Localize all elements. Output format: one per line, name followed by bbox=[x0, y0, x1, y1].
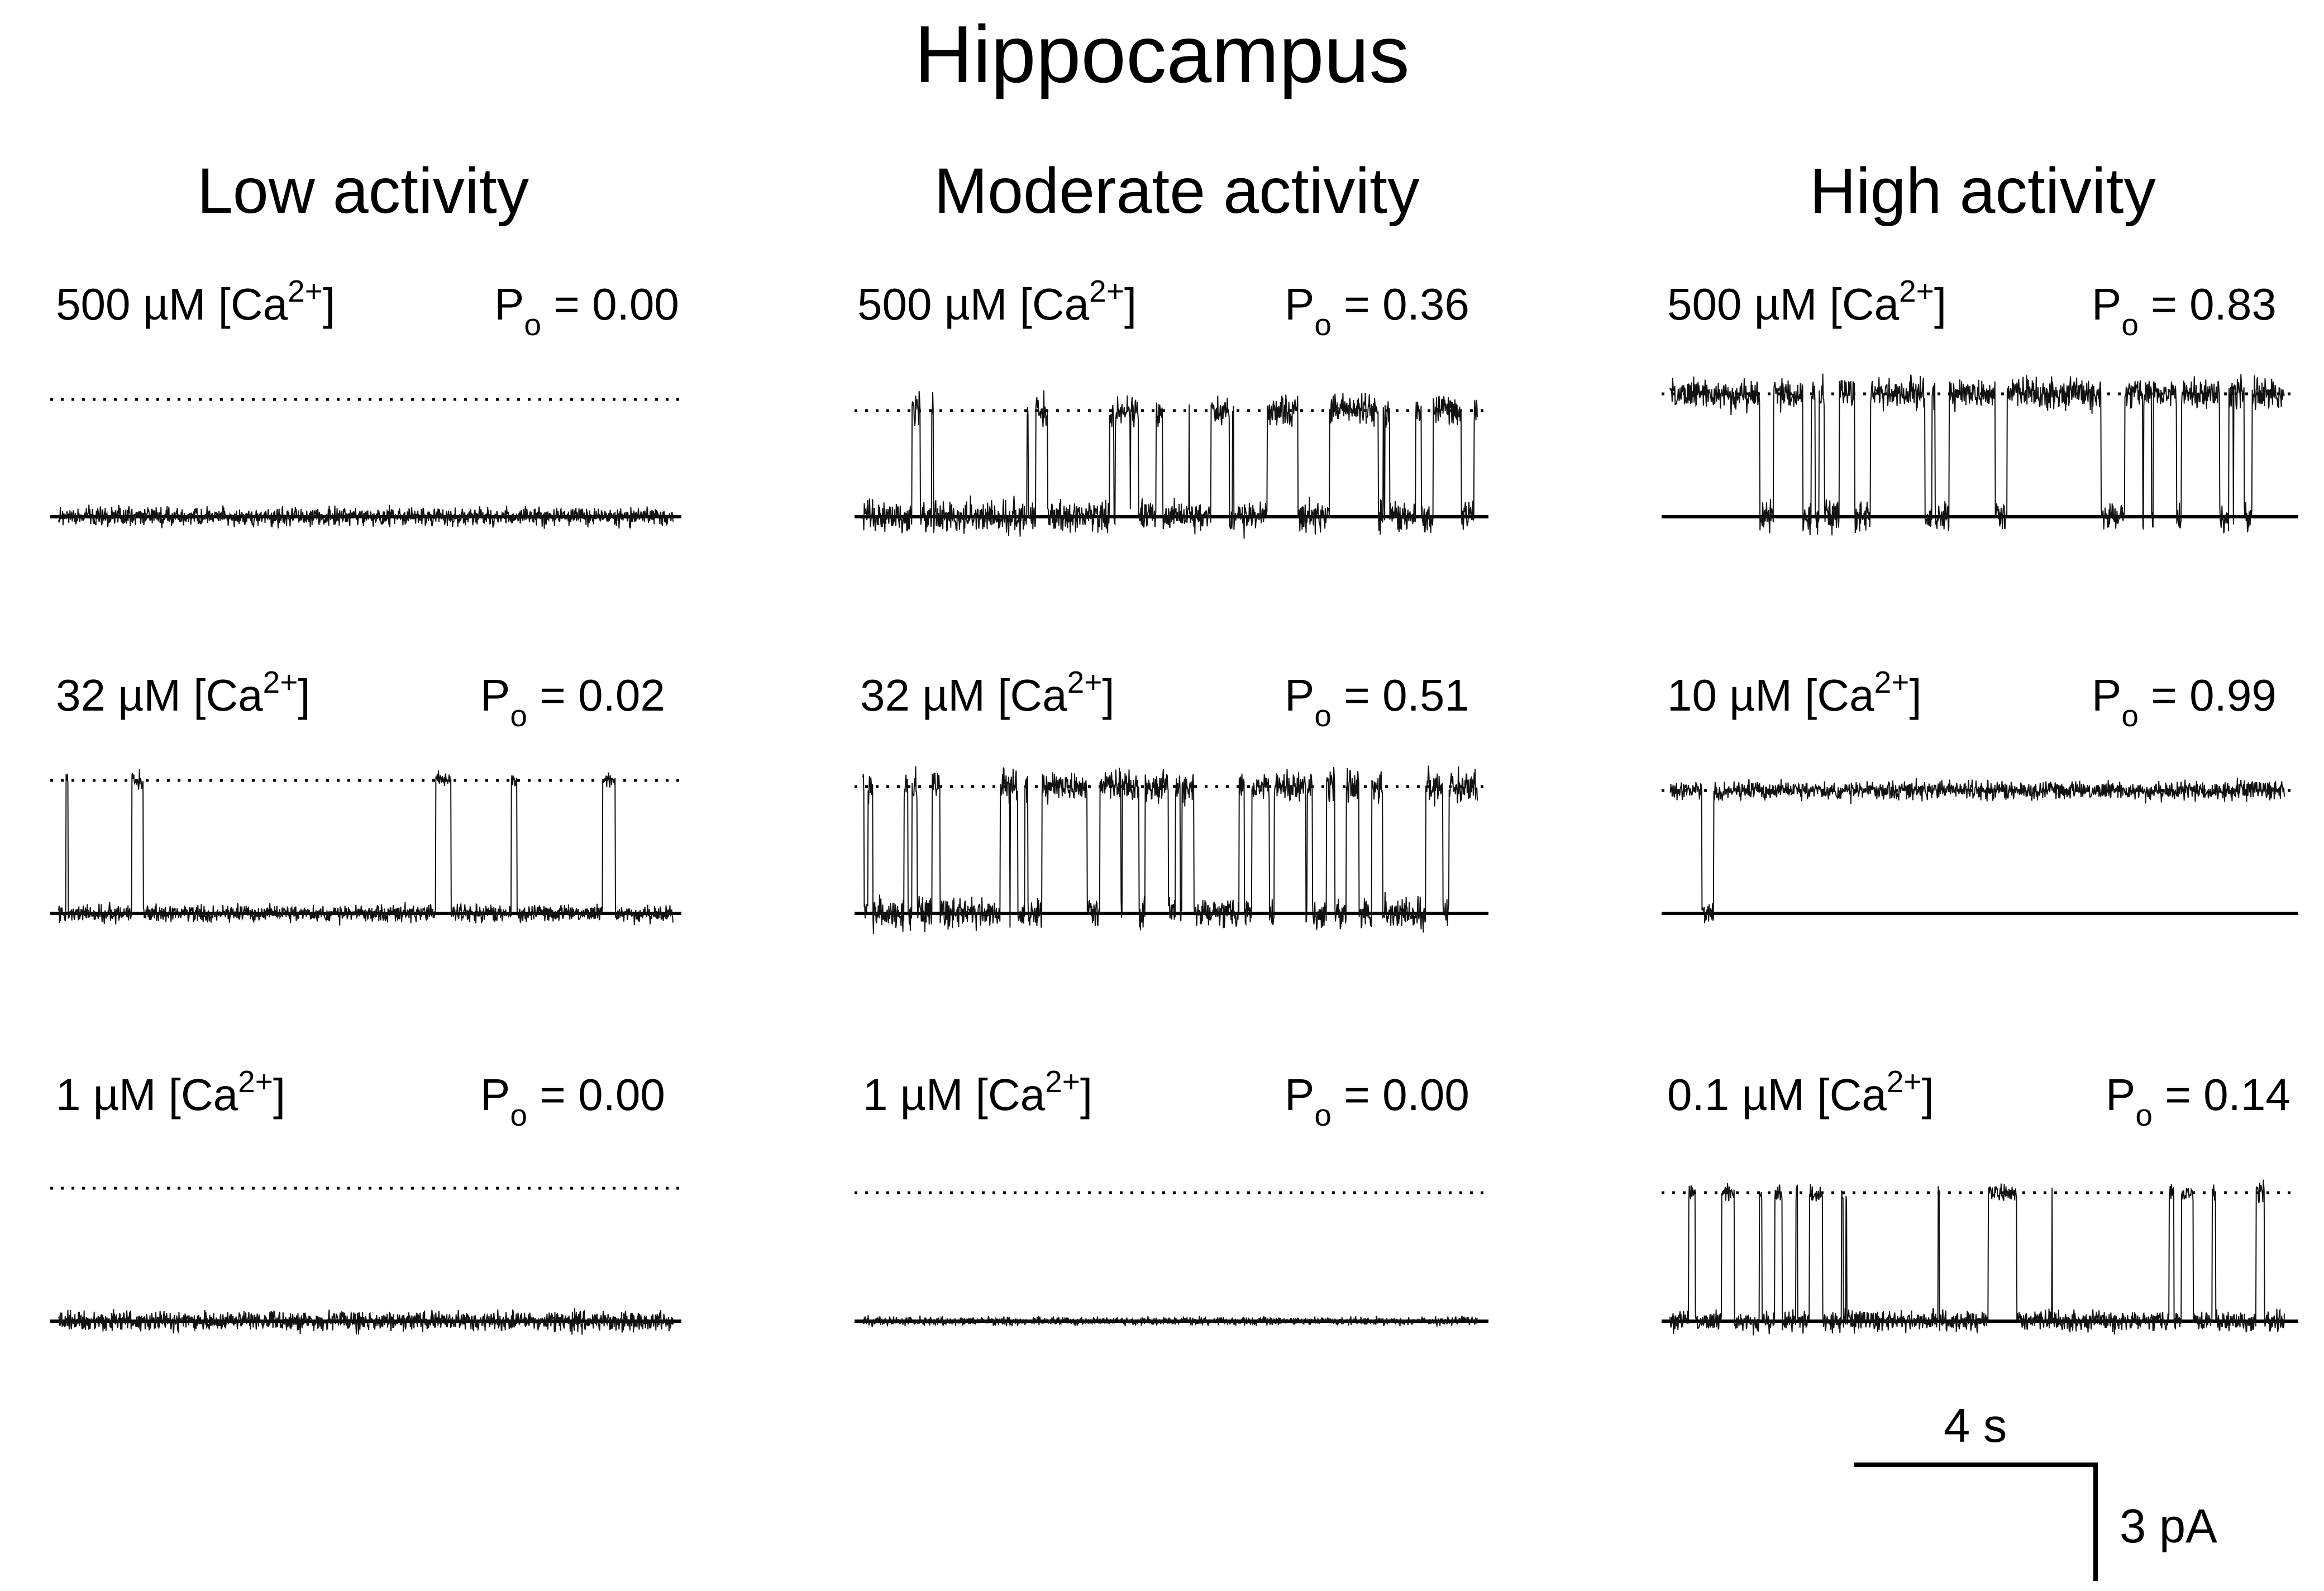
panel-concentration-label: 500 µM [Ca2+] bbox=[56, 274, 336, 329]
scale-bar bbox=[1854, 1463, 2098, 1581]
panel-po-label: Po = 0.51 bbox=[1285, 670, 1469, 733]
scale-bar-time-label: 4 s bbox=[1944, 1399, 2007, 1452]
panel-po-label: Po = 0.00 bbox=[494, 279, 679, 342]
column-title-high: High activity bbox=[1810, 155, 2156, 227]
panel-po-label: Po = 0.00 bbox=[1285, 1070, 1469, 1132]
panel-po-label: Po = 0.02 bbox=[480, 670, 665, 733]
current-trace bbox=[1669, 1179, 2285, 1336]
panel-concentration-label: 500 µM [Ca2+] bbox=[1667, 274, 1947, 329]
current-trace bbox=[58, 1308, 674, 1335]
panel-concentration-label: 0.1 µM [Ca2+] bbox=[1667, 1064, 1934, 1120]
trace-panel bbox=[1662, 1179, 2298, 1336]
current-trace bbox=[862, 390, 1478, 539]
trace-panel bbox=[1662, 778, 2298, 923]
trace-panel bbox=[50, 398, 681, 529]
trace-panel bbox=[855, 390, 1488, 539]
panel-concentration-label: 32 µM [Ca2+] bbox=[860, 665, 1115, 720]
trace-panel bbox=[1662, 373, 2298, 536]
column-title-low: Low activity bbox=[197, 155, 529, 227]
panel-concentration-label: 1 µM [Ca2+] bbox=[56, 1064, 286, 1120]
current-trace bbox=[862, 1315, 1478, 1328]
panel-concentration-label: 10 µM [Ca2+] bbox=[1667, 665, 1922, 720]
trace-panel bbox=[50, 769, 681, 926]
current-trace bbox=[58, 504, 674, 529]
panel-po-label: Po = 0.36 bbox=[1285, 279, 1469, 342]
trace-panel bbox=[855, 1191, 1488, 1328]
panel-po-label: Po = 0.83 bbox=[2092, 279, 2277, 342]
current-trace bbox=[58, 769, 674, 926]
current-trace bbox=[862, 765, 1478, 934]
column-title-moderate: Moderate activity bbox=[934, 155, 1420, 227]
panel-po-label: Po = 0.99 bbox=[2092, 670, 2277, 733]
panel-concentration-label: 32 µM [Ca2+] bbox=[56, 665, 311, 720]
current-trace bbox=[1669, 778, 2285, 923]
trace-panel bbox=[855, 765, 1488, 934]
trace-panel bbox=[50, 1187, 681, 1335]
panel-concentration-label: 1 µM [Ca2+] bbox=[863, 1064, 1093, 1120]
panel-concentration-label: 500 µM [Ca2+] bbox=[857, 274, 1137, 329]
current-trace bbox=[1669, 373, 2285, 536]
panel-po-label: Po = 0.14 bbox=[2106, 1070, 2290, 1132]
panel-po-label: Po = 0.00 bbox=[480, 1070, 665, 1132]
figure-title: Hippocampus bbox=[914, 9, 1410, 99]
scale-bar-current-label: 3 pA bbox=[2120, 1500, 2217, 1553]
